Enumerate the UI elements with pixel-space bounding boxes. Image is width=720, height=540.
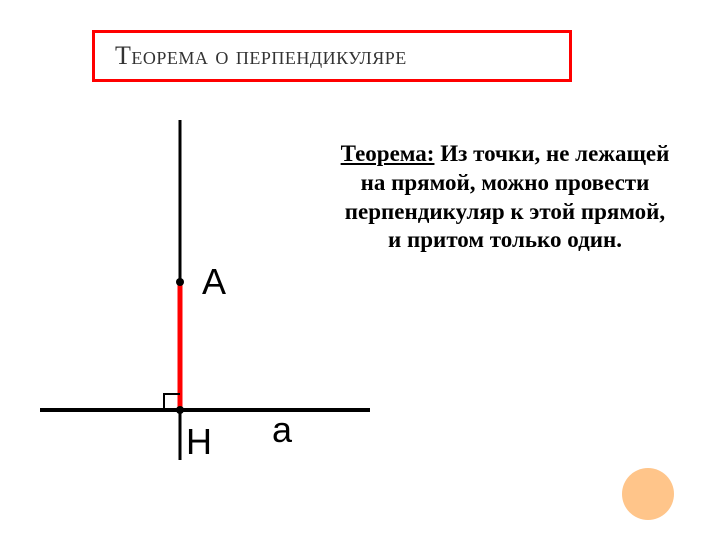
svg-text:Н: Н [186, 421, 212, 460]
slide-title: Теорема о перпендикуляре [115, 41, 549, 71]
svg-text:а: а [272, 409, 293, 450]
accent-dot-icon [622, 468, 674, 520]
title-box: Теорема о перпендикуляре [92, 30, 572, 82]
theorem-text-block: Теорема: Из точки, не лежащей на прямой,… [340, 140, 670, 255]
svg-text:А: А [202, 261, 226, 302]
slide: Теорема о перпендикуляре Теорема: Из точ… [0, 0, 720, 540]
perpendicular-diagram: А На [40, 120, 370, 460]
